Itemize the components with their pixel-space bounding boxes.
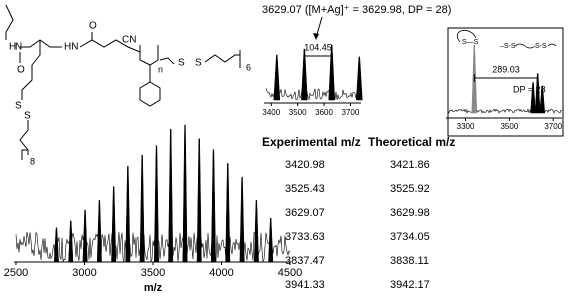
peak [539, 85, 546, 114]
peak [96, 200, 102, 263]
peak [139, 154, 145, 263]
bond [19, 120, 29, 155]
atom-label: HN [64, 42, 78, 53]
phenyl [139, 81, 161, 107]
bond [159, 57, 175, 65]
bond [204, 54, 240, 63]
peak [53, 227, 59, 263]
atom-label: S [178, 58, 185, 69]
peak-annotation: 3629.07 ([M+Ag]⁺ = 3629.98, DP = 28) [262, 4, 451, 16]
bond [139, 45, 159, 66]
icon-label: S—S [462, 39, 479, 46]
atom-label: n [158, 64, 163, 74]
atom-label: S [15, 101, 22, 112]
bond [21, 40, 41, 100]
peak [68, 220, 74, 263]
x-tick-label: 3300 [457, 122, 475, 131]
table-cell: 3525.43 [285, 183, 325, 195]
peak [530, 82, 536, 114]
atom-label: H [9, 42, 16, 53]
table-cell: 3733.63 [285, 231, 325, 243]
x-tick-label: 3500 [141, 267, 165, 279]
x-tick-label: 3700 [342, 108, 360, 117]
table-cell: 3420.98 [285, 159, 325, 171]
peak [111, 186, 117, 263]
table-cell: 3942.17 [390, 279, 430, 291]
atom-label: 8 [30, 156, 35, 166]
x-tick-label: 3500 [289, 108, 307, 117]
peak [225, 163, 231, 263]
x-tick-label: 3600 [315, 108, 333, 117]
atom-label: N [15, 42, 22, 53]
peak [168, 128, 174, 263]
inset-note: DP = 28 [513, 84, 546, 94]
chain-icon [514, 43, 557, 49]
peak [125, 165, 131, 263]
arrowhead [313, 33, 319, 40]
x-tick-label: 3700 [544, 122, 562, 131]
baseline-noise [15, 231, 291, 263]
measure-label: 104.45 [304, 42, 332, 52]
measure-label: 289.03 [492, 64, 520, 74]
table-cell: 3837.47 [285, 255, 325, 267]
table-cell: 3941.33 [285, 279, 325, 291]
peak [268, 217, 274, 263]
peak [182, 124, 188, 263]
peak [301, 48, 308, 101]
atom-label: S [24, 111, 31, 122]
structure-bonds [5, 4, 241, 160]
peak [154, 145, 159, 263]
table-header: Theoretical m/z [368, 135, 455, 149]
table-cell: 3525.92 [390, 183, 430, 195]
ring-icon [457, 29, 477, 43]
peak [534, 73, 541, 114]
x-tick-label: 3400 [262, 108, 280, 117]
x-tick-label: 4000 [209, 267, 233, 279]
peak [356, 56, 363, 101]
table-cell: 3734.05 [390, 231, 430, 243]
x-tick-label: 2500 [4, 267, 28, 279]
peak [196, 138, 202, 263]
peak [211, 149, 216, 263]
atom-label: O [17, 65, 25, 76]
x-tick-label: 3500 [500, 122, 518, 131]
bond [21, 149, 28, 160]
atom-label: CN [122, 35, 136, 46]
x-tick-label: 3000 [72, 267, 96, 279]
atom-label: 6 [246, 62, 251, 72]
peak [273, 54, 281, 101]
peak [328, 44, 335, 101]
atom-label: S [195, 58, 202, 69]
icon-label: –S-S [500, 43, 516, 50]
icon-label: S-S [535, 43, 547, 50]
bond [5, 4, 14, 40]
inset-frame [447, 27, 564, 137]
x-axis-label: m/z [144, 282, 163, 294]
peak [82, 209, 88, 263]
bond [20, 39, 62, 48]
x-tick-label: 4500 [278, 267, 302, 279]
baseline-noise [265, 88, 362, 101]
bond [79, 39, 141, 53]
table-header: Experimental m/z [262, 135, 361, 149]
table-cell: 3629.98 [390, 207, 430, 219]
atom-label: O [89, 21, 97, 32]
table-cell: 3421.86 [390, 159, 430, 171]
peak [253, 200, 259, 263]
table-cell: 3838.11 [390, 255, 429, 267]
table-cell: 3629.07 [285, 207, 325, 219]
peak [239, 176, 245, 263]
